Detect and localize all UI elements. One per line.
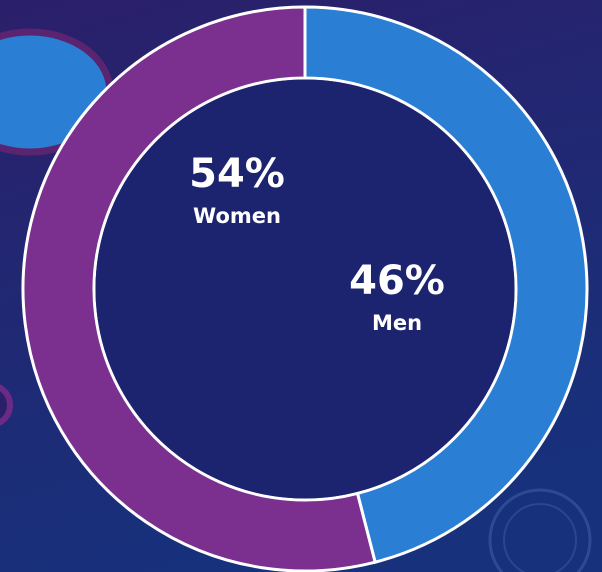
category-label: Women <box>193 204 281 228</box>
decoration <box>488 488 592 572</box>
data-label: 46% <box>349 258 445 304</box>
decoration-circle <box>0 384 13 426</box>
category-label: Men <box>372 311 422 335</box>
donut-hole <box>95 79 515 499</box>
data-label: 54% <box>189 151 285 197</box>
donut-slice <box>21 5 377 572</box>
donut: 46% Men 54% Women <box>21 5 589 572</box>
donut-slice <box>303 5 589 564</box>
decoration <box>503 503 577 572</box>
